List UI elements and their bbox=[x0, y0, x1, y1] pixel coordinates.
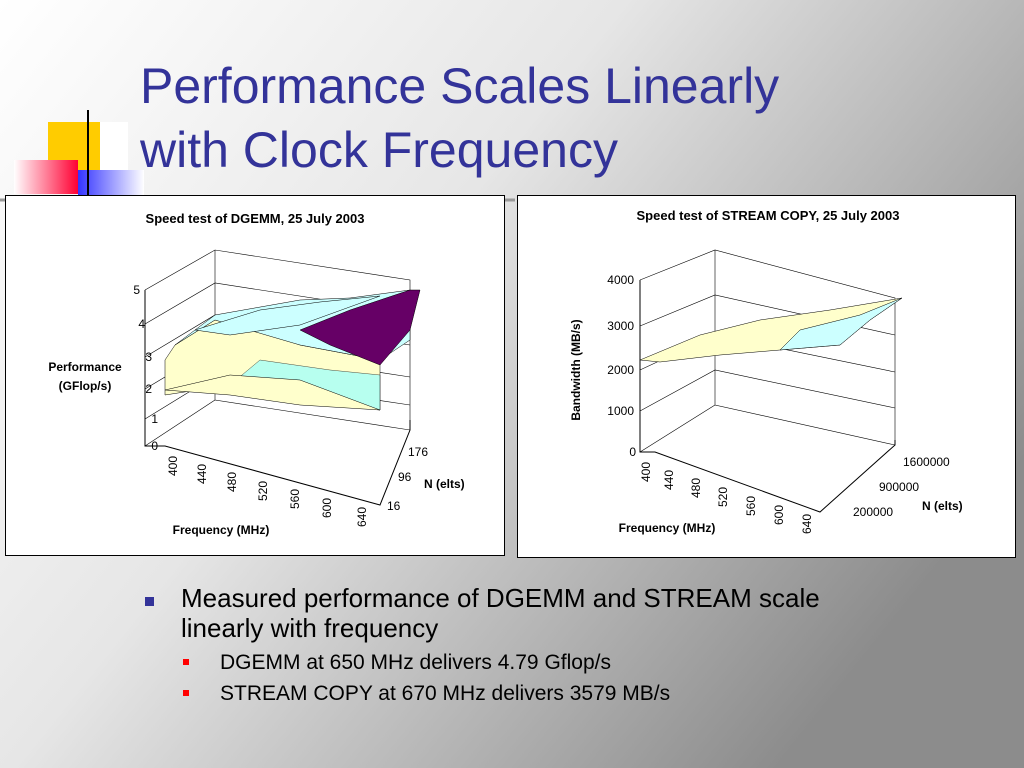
z-tick-label: 900000 bbox=[879, 480, 919, 494]
y-tick-label: 2000 bbox=[607, 363, 634, 377]
y-tick-label: 1 bbox=[151, 412, 158, 426]
x-tick-label: 560 bbox=[744, 496, 758, 516]
chart-frame bbox=[517, 195, 1016, 558]
y-tick-label: 5 bbox=[133, 283, 140, 297]
z-label: N (elts) bbox=[424, 477, 465, 491]
y-label: (GFlop/s) bbox=[59, 379, 112, 393]
title: with Clock Frequency bbox=[139, 122, 618, 178]
z-tick-label: 16 bbox=[387, 499, 401, 513]
y-ticks: 0 1 2 3 4 5 bbox=[133, 283, 158, 453]
x-ticks: 400 440 480 520 560 600 640 bbox=[166, 456, 369, 527]
y-tick-label: 1000 bbox=[607, 404, 634, 418]
y-tick-label: 4000 bbox=[607, 273, 634, 287]
y-tick-label: 0 bbox=[629, 445, 636, 459]
bullet-marker bbox=[145, 597, 154, 606]
sub-bullet-marker bbox=[183, 690, 189, 696]
title: Performance Scales Linearly bbox=[140, 58, 779, 114]
z-tick-label: 1600000 bbox=[903, 455, 950, 469]
z-tick-label: 176 bbox=[408, 445, 428, 459]
bullet-text: linearly with frequency bbox=[181, 613, 438, 643]
z-tick-label: 96 bbox=[398, 470, 412, 484]
chart-title: Speed test of DGEMM, 25 July 2003 bbox=[146, 211, 365, 226]
y-label: Bandwidth (MB/s) bbox=[569, 319, 583, 420]
x-label: Frequency (MHz) bbox=[619, 521, 716, 535]
x-tick-label: 640 bbox=[800, 514, 814, 534]
x-tick-label: 520 bbox=[256, 481, 270, 501]
x-tick-label: 600 bbox=[772, 505, 786, 525]
y-tick-label: 2 bbox=[145, 382, 152, 396]
x-tick-label: 600 bbox=[320, 498, 334, 518]
surface bbox=[164, 289, 421, 411]
x-label: Frequency (MHz) bbox=[173, 523, 270, 537]
z-ticks: 16 96 176 bbox=[387, 445, 428, 513]
x-tick-label: 640 bbox=[355, 507, 369, 527]
deco-white bbox=[100, 122, 128, 170]
y-tick-label: 4 bbox=[138, 317, 145, 331]
y-tick-label: 3000 bbox=[607, 319, 634, 333]
y-tick-label: 0 bbox=[151, 439, 158, 453]
x-tick-label: 480 bbox=[689, 478, 703, 498]
sub-bullet-text: STREAM COPY at 670 MHz delivers 3579 MB/… bbox=[220, 682, 670, 705]
deco-red bbox=[14, 160, 78, 194]
x-ticks: 400 440 480 520 560 600 640 bbox=[639, 462, 814, 534]
z-tick-label: 200000 bbox=[853, 505, 893, 519]
x-tick-label: 400 bbox=[639, 462, 653, 482]
sub-bullet-text: DGEMM at 650 MHz delivers 4.79 Gflop/s bbox=[220, 651, 611, 674]
sub-bullet-marker bbox=[183, 659, 189, 665]
x-tick-label: 400 bbox=[166, 456, 180, 476]
x-tick-label: 480 bbox=[225, 472, 239, 492]
chart-title: Speed test of STREAM COPY, 25 July 2003 bbox=[637, 208, 900, 223]
z-label: N (elts) bbox=[922, 499, 963, 513]
y-label: Performance bbox=[48, 360, 122, 374]
y-ticks: 0 1000 2000 3000 4000 bbox=[607, 273, 636, 459]
x-tick-label: 560 bbox=[288, 489, 302, 509]
x-tick-label: 520 bbox=[716, 487, 730, 507]
x-tick-label: 440 bbox=[662, 470, 676, 490]
z-ticks: 200000 900000 1600000 bbox=[853, 455, 950, 519]
bullet-text: Measured performance of DGEMM and STREAM… bbox=[181, 583, 820, 613]
x-tick-label: 440 bbox=[195, 464, 209, 484]
y-tick-label: 3 bbox=[145, 350, 152, 364]
surface bbox=[639, 297, 903, 363]
